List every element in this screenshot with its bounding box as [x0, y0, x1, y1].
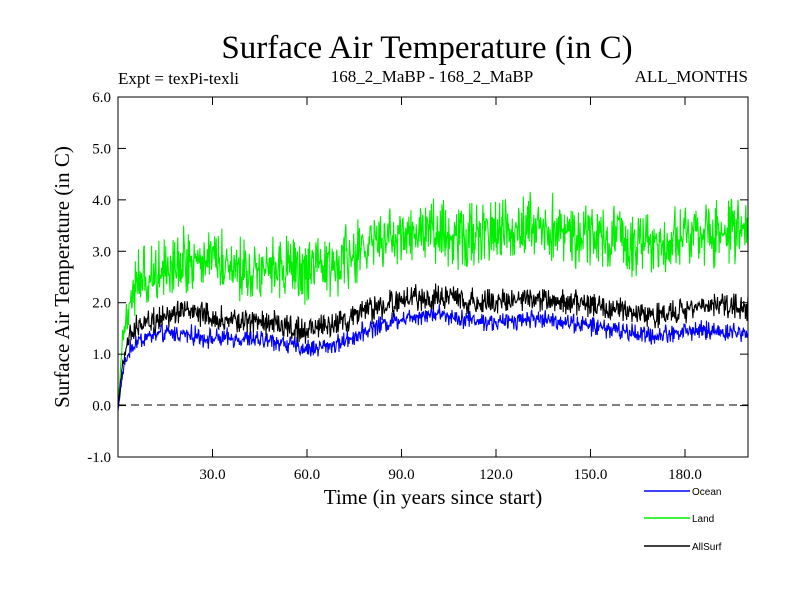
series-line-land [117, 191, 749, 406]
y-axis-label: Surface Air Temperature (in C) [50, 146, 74, 408]
series-line-ocean [117, 304, 749, 411]
x-axis-label: Time (in years since start) [324, 485, 543, 509]
x-tick-label: 90.0 [388, 467, 414, 483]
legend-label-ocean: Ocean [692, 487, 721, 498]
y-tick-label: 2.0 [92, 296, 111, 312]
x-tick-label: 30.0 [199, 467, 225, 483]
series-line-allsurf [117, 283, 749, 409]
y-tick-label: 5.0 [92, 141, 111, 157]
y-axis: -1.0 0.0 1.0 2.0 3.0 4.0 5.0 6.0 [87, 90, 748, 466]
months-label: ALL_MONTHS [635, 67, 748, 86]
x-axis: 30.0 60.0 90.0 120.0 150.0 180.0 [199, 97, 702, 483]
legend-label-allsurf: AllSurf [692, 542, 722, 553]
chart-title: Surface Air Temperature (in C) [221, 30, 632, 66]
legend: Ocean Land AllSurf [644, 487, 722, 553]
series-layer [117, 191, 749, 411]
experiment-label: Expt = texPi-texli [118, 69, 239, 88]
legend-label-land: Land [692, 514, 714, 525]
x-tick-label: 150.0 [574, 467, 608, 483]
y-tick-label: 4.0 [92, 193, 111, 209]
y-tick-label: 1.0 [92, 347, 111, 363]
plot-frame [117, 96, 749, 458]
y-tick-label: 3.0 [92, 244, 111, 260]
y-tick-label: 0.0 [92, 399, 111, 415]
y-tick-label: -1.0 [87, 450, 111, 466]
case-label: 168_2_MaBP - 168_2_MaBP [331, 67, 533, 86]
x-tick-label: 60.0 [294, 467, 320, 483]
x-tick-label: 120.0 [479, 467, 513, 483]
x-tick-label: 180.0 [668, 467, 702, 483]
y-tick-label: 6.0 [92, 90, 111, 106]
